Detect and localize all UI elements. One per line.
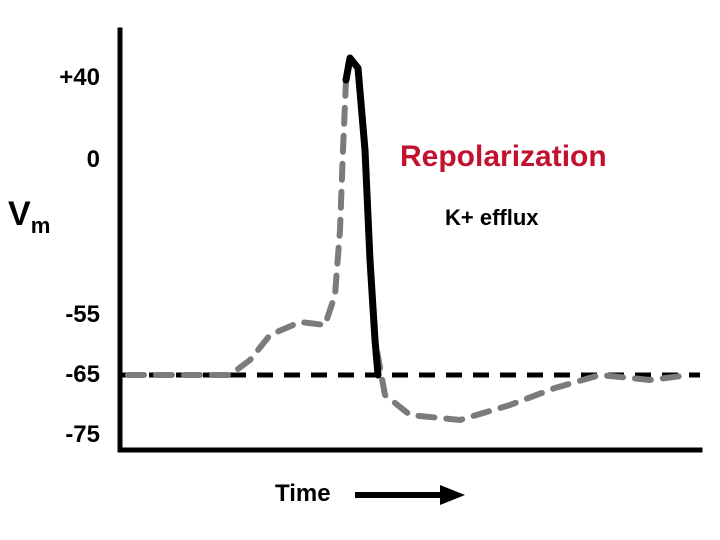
trace-gray-dashed xyxy=(128,58,690,420)
ytick-minus75: -75 xyxy=(40,421,100,449)
time-arrow-icon xyxy=(350,482,470,512)
action-potential-plot xyxy=(0,0,720,540)
ytick-plus40: +40 xyxy=(40,64,100,92)
x-axis-title: Time xyxy=(275,480,331,508)
trace-black-repolarization xyxy=(346,58,378,375)
chart-stage: +40 0 -55 -65 -75 Vm Repolarization K+ e… xyxy=(0,0,720,540)
ytick-0: 0 xyxy=(40,146,100,174)
phase-subtitle-k-efflux: K+ efflux xyxy=(445,205,539,231)
ytick-minus55: -55 xyxy=(40,301,100,329)
ytick-minus65: -65 xyxy=(40,361,100,389)
y-axis-title: Vm xyxy=(8,195,50,239)
phase-title-repolarization: Repolarization xyxy=(400,140,607,174)
y-axis-title-main: V xyxy=(8,195,31,233)
y-axis-title-sub: m xyxy=(31,213,51,238)
